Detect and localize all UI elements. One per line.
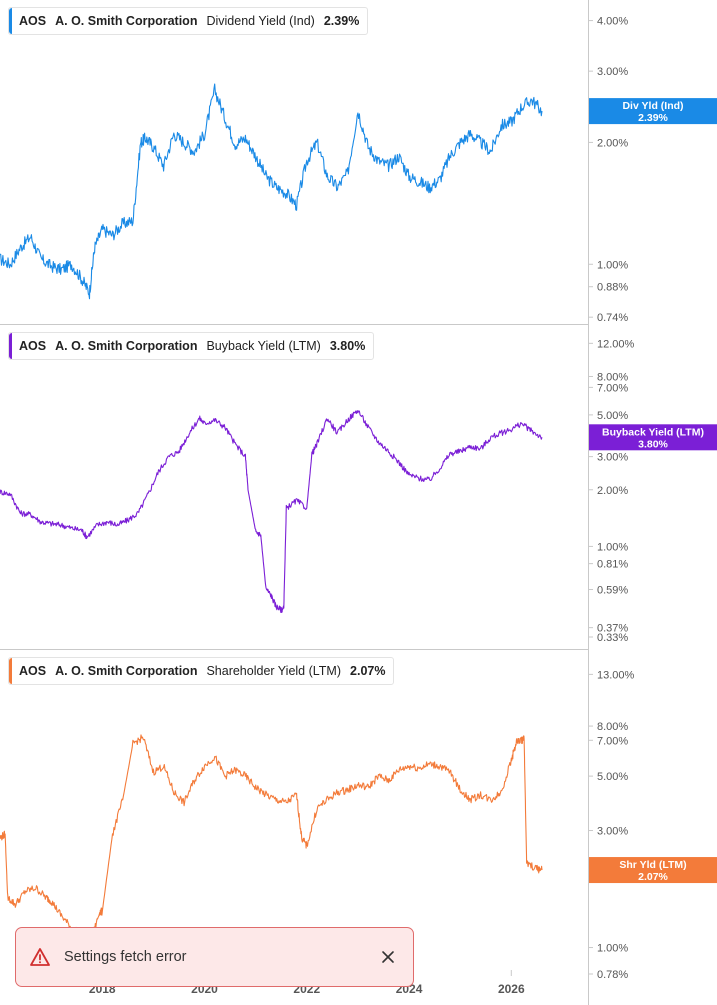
shareholder-yield-legend[interactable]: AOS A. O. Smith Corporation Shareholder … xyxy=(8,657,395,685)
legend-company: A. O. Smith Corporation xyxy=(55,339,198,353)
y-tick-label: 1.00% xyxy=(597,541,628,553)
close-toast-button[interactable] xyxy=(377,946,399,968)
y-tick-label: 7.00% xyxy=(597,735,628,747)
y-tick-label: 8.00% xyxy=(597,721,628,733)
legend-value: 2.39% xyxy=(323,14,360,28)
x-tick-label: 2026 xyxy=(498,982,525,996)
badge-value: 2.07% xyxy=(638,871,668,883)
badge-label: Buyback Yield (LTM) xyxy=(602,426,704,438)
current-value-badge: Buyback Yield (LTM)3.80% xyxy=(589,424,717,451)
y-tick-label: 2.00% xyxy=(597,485,628,497)
error-toast: Settings fetch error xyxy=(15,927,414,987)
legend-company: A. O. Smith Corporation xyxy=(55,664,198,678)
series-color-bar xyxy=(9,333,12,359)
y-tick-label: 0.37% xyxy=(597,623,628,635)
toast-message: Settings fetch error xyxy=(64,949,187,965)
series-line xyxy=(0,410,543,614)
warning-triangle-icon xyxy=(30,948,50,966)
badge-value: 2.39% xyxy=(638,112,668,124)
series-line xyxy=(0,734,543,940)
legend-ticker: AOS xyxy=(19,339,47,353)
y-tick-label: 0.74% xyxy=(597,312,628,324)
y-tick-label: 0.88% xyxy=(597,282,628,294)
legend-metric: Buyback Yield (LTM) xyxy=(206,339,321,353)
y-tick-label: 0.33% xyxy=(597,632,628,644)
current-value-badge: Div Yld (Ind)2.39% xyxy=(589,98,717,125)
buyback-yield-legend[interactable]: AOS A. O. Smith Corporation Buyback Yiel… xyxy=(8,332,375,360)
y-tick-label: 5.00% xyxy=(597,771,628,783)
y-tick-label: 4.00% xyxy=(597,16,628,28)
legend-ticker: AOS xyxy=(19,664,47,678)
legend-ticker: AOS xyxy=(19,14,47,28)
badge-value: 3.80% xyxy=(638,438,668,450)
y-tick-label: 2.00% xyxy=(597,137,628,149)
current-value-badge: Shr Yld (LTM)2.07% xyxy=(589,857,717,884)
y-tick-label: 7.00% xyxy=(597,382,628,394)
close-icon xyxy=(382,951,394,963)
series-line xyxy=(0,83,543,300)
badge-label: Div Yld (Ind) xyxy=(622,100,683,112)
y-tick-label: 3.00% xyxy=(597,826,628,838)
dividend-yield-chart: 4.00% 3.00% 2.00% 1.00% 0.88% 0.74% Div Yld (I… xyxy=(0,16,717,324)
y-axis-line xyxy=(588,0,589,1005)
dividend-yield-legend[interactable]: AOS A. O. Smith Corporation Dividend Yie… xyxy=(8,7,369,35)
y-tick-label: 1.00% xyxy=(597,259,628,271)
y-tick-label: 8.00% xyxy=(597,371,628,383)
legend-company: A. O. Smith Corporation xyxy=(55,14,198,28)
y-tick-label: 0.78% xyxy=(597,969,628,981)
panel-divider xyxy=(0,649,588,650)
legend-metric: Dividend Yield (Ind) xyxy=(206,14,315,28)
legend-metric: Shareholder Yield (LTM) xyxy=(206,664,342,678)
dividend-yield-panel: 4.00% 3.00% 2.00% 1.00% 0.88% 0.74% Div Yld (I… xyxy=(0,0,717,324)
legend-value: 3.80% xyxy=(329,339,366,353)
y-tick-label: 3.00% xyxy=(597,452,628,464)
series-color-bar xyxy=(9,658,12,684)
buyback-yield-chart: 12.00% 8.00%7.00% 5.00% 3.00% 2.00% 1.00% 0.81… xyxy=(0,338,717,644)
y-tick-label: 0.59% xyxy=(597,585,628,597)
y-tick-label: 13.00% xyxy=(597,669,635,681)
y-tick-label: 1.00% xyxy=(597,943,628,955)
buyback-yield-panel: 12.00% 8.00% 7.00% 5.00% 3.00% 2.00% 1.00% 0.81… xyxy=(0,325,717,649)
legend-value: 2.07% xyxy=(350,664,386,678)
badge-label: Shr Yld (LTM) xyxy=(619,859,686,871)
y-tick-label: 12.00% xyxy=(597,338,635,350)
y-tick-label: 5.00% xyxy=(597,410,628,422)
y-tick-label: 3.00% xyxy=(597,66,628,78)
y-tick-label: 0.81% xyxy=(597,559,628,571)
series-color-bar xyxy=(9,8,12,34)
panel-divider xyxy=(0,324,588,325)
